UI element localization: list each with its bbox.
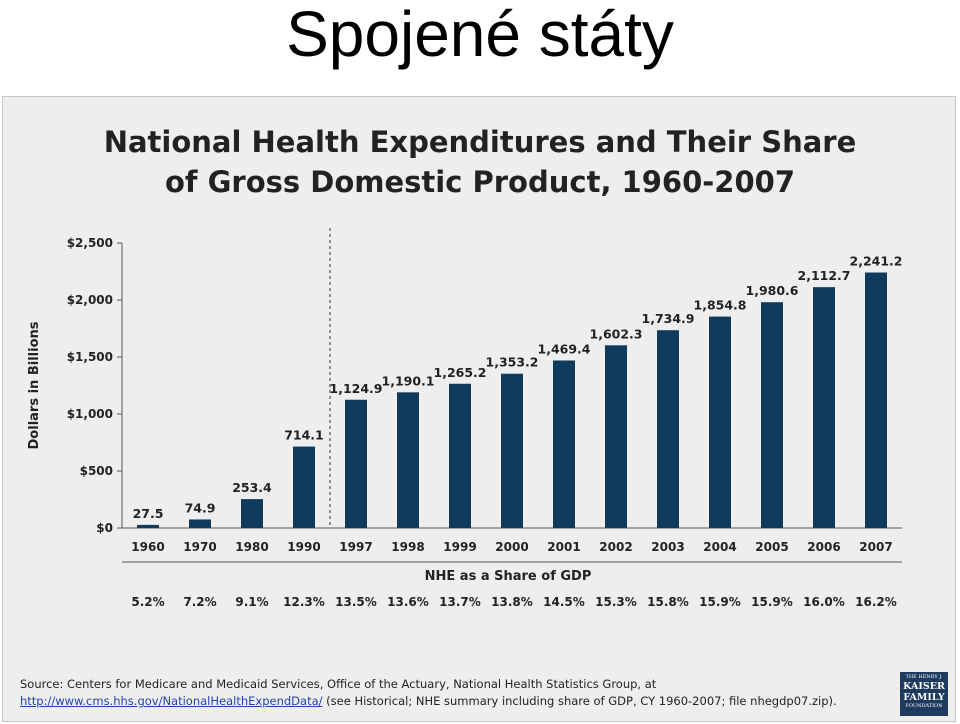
slide-title: Spojené státy <box>286 0 674 70</box>
source-note: Source: Centers for Medicare and Medicai… <box>20 676 880 710</box>
value-label: 1,265.2 <box>434 365 487 380</box>
gdp-share-label: 16.0% <box>803 595 845 609</box>
x-tick-label: 1990 <box>287 540 320 554</box>
value-label: 1,602.3 <box>590 326 643 341</box>
bar-1980 <box>241 499 263 528</box>
source-line-2-rest: (see Historical; NHE summary including s… <box>322 694 837 708</box>
gdp-share-label: 9.1% <box>235 595 268 609</box>
value-label: 2,241.2 <box>850 254 903 269</box>
value-label: 1,980.6 <box>746 283 799 298</box>
x-tick-label: 1997 <box>339 540 372 554</box>
x-tick-label: 2002 <box>599 540 632 554</box>
x-tick-label: 2001 <box>547 540 580 554</box>
gdp-share-label: 7.2% <box>183 595 216 609</box>
y-tick-label: $0 <box>96 521 113 535</box>
value-label: 1,190.1 <box>382 373 435 388</box>
logo-line-3: FOUNDATION <box>905 703 943 709</box>
bar-1998 <box>397 392 419 528</box>
value-label: 1,353.2 <box>486 355 539 370</box>
kaiser-family-foundation-logo: THE HENRY J. KAISER FAMILY FOUNDATION <box>900 672 948 716</box>
y-tick-label: $2,500 <box>67 236 113 250</box>
value-label: 74.9 <box>185 500 216 515</box>
value-label: 27.5 <box>133 506 164 521</box>
x-tick-label: 2005 <box>755 540 788 554</box>
bar-2005 <box>761 302 783 528</box>
gdp-share-label: 13.6% <box>387 595 429 609</box>
bar-2006 <box>813 287 835 528</box>
y-tick-label: $500 <box>80 464 113 478</box>
x-tick-label: 2004 <box>703 540 736 554</box>
value-label: 714.1 <box>284 428 324 443</box>
x-tick-label: 1999 <box>443 540 476 554</box>
bar-1970 <box>189 519 211 528</box>
x-tick-label: 2003 <box>651 540 684 554</box>
gdp-share-label: 12.3% <box>283 595 325 609</box>
bar-1997 <box>345 399 367 528</box>
bar-1960 <box>137 524 159 528</box>
source-line-2: http://www.cms.hhs.gov/NationalHealthExp… <box>20 693 880 710</box>
source-line-1: Source: Centers for Medicare and Medicai… <box>20 677 657 691</box>
y-tick-label: $1,000 <box>67 407 113 421</box>
gdp-share-label: 14.5% <box>543 595 585 609</box>
logo-line-1: THE HENRY J. <box>905 674 943 680</box>
gdp-share-label: 15.8% <box>647 595 689 609</box>
x-tick-label: 1960 <box>131 540 164 554</box>
bar-2002 <box>605 345 627 528</box>
gdp-share-label: 5.2% <box>131 595 164 609</box>
x-tick-label: 2000 <box>495 540 528 554</box>
chart-panel <box>2 96 956 722</box>
source-link[interactable]: http://www.cms.hhs.gov/NationalHealthExp… <box>20 694 323 708</box>
bar-2004 <box>709 316 731 528</box>
bar-2003 <box>657 330 679 528</box>
gdp-share-label: 13.5% <box>335 595 377 609</box>
value-label: 1,469.4 <box>538 341 591 356</box>
value-label: 1,854.8 <box>694 298 747 313</box>
y-axis-label: Dollars in Billions <box>27 321 42 449</box>
gdp-share-label: 16.2% <box>855 595 897 609</box>
bar-2000 <box>501 373 523 528</box>
value-label: 2,112.7 <box>798 268 851 283</box>
bar-1990 <box>293 446 315 528</box>
x-tick-label: 1970 <box>183 540 216 554</box>
x-tick-label: 1980 <box>235 540 268 554</box>
logo-line-2b: FAMILY <box>903 692 945 703</box>
x-tick-label: 1998 <box>391 540 424 554</box>
chart-title-line-1: National Health Expenditures and Their S… <box>103 125 857 159</box>
gdp-share-label: 13.7% <box>439 595 481 609</box>
gdp-share-label: 15.3% <box>595 595 637 609</box>
value-label: 1,124.9 <box>330 381 383 396</box>
value-label: 1,734.9 <box>642 311 695 326</box>
chart-title: National Health Expenditures and Their S… <box>0 122 960 202</box>
gdp-share-label: 15.9% <box>751 595 793 609</box>
gdp-share-label: 13.8% <box>491 595 533 609</box>
logo-line-2a: KAISER <box>903 681 945 692</box>
gdp-share-title: NHE as a Share of GDP <box>425 569 592 584</box>
x-tick-label: 2007 <box>859 540 892 554</box>
y-tick-label: $1,500 <box>67 350 113 364</box>
bar-2007 <box>865 272 887 528</box>
x-tick-label: 2006 <box>807 540 840 554</box>
value-label: 253.4 <box>232 480 272 495</box>
chart-title-line-2: of Gross Domestic Product, 1960-2007 <box>164 165 796 199</box>
y-tick-label: $2,000 <box>67 293 113 307</box>
gdp-share-label: 15.9% <box>699 595 741 609</box>
bar-2001 <box>553 360 575 528</box>
bar-1999 <box>449 383 471 528</box>
